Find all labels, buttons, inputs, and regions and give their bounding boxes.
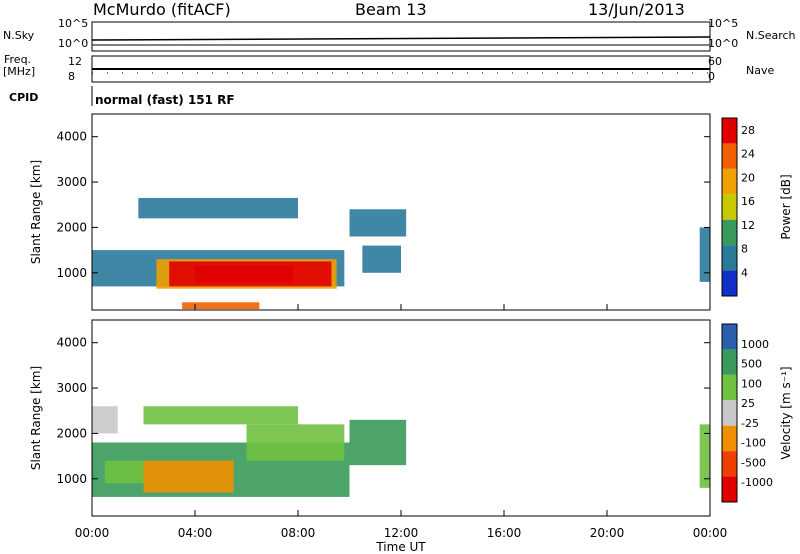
power-patch [138,197,298,219]
velocity-ytick-label: 1000 [56,472,87,486]
velocity-ytick-label: 3000 [56,381,87,395]
nave-tick-top: 60 [708,55,722,68]
velocity-colorbar-tick: 100 [741,377,762,390]
velocity-colorbar-cell [722,349,737,375]
xtick-label: 04:00 [178,526,213,540]
freq-label: Freq. [4,53,32,66]
nsearch-tick-top: 10^5 [708,17,739,30]
power-colorbar-cell [722,143,737,169]
power-ytick-label: 1000 [56,266,87,280]
cpid-text: normal (fast) 151 RF [95,93,235,107]
nsky-panel [91,21,711,52]
velocity-colorbar-label: Velocity [m s⁻¹] [779,366,793,459]
velocity-ytick-label: 4000 [56,336,87,350]
nsky-tick-top: 10^5 [58,17,89,30]
cpid-label: CPID [9,91,39,104]
velocity-colorbar-cell [722,425,737,452]
velocity-colorbar-frame [721,323,738,503]
power-colorbar-cell [722,245,737,271]
xtick-label: 08:00 [281,526,316,540]
xtick-label: 16:00 [487,526,522,540]
power-colorbar-cell [722,270,737,296]
power-colorbar-label: Power [dB] [779,174,793,239]
velocity-colorbar-cell [722,476,737,502]
power-colorbar-cell [722,168,737,195]
power-colorbar-tick: 16 [741,195,755,208]
velocity-colorbar-cell [722,374,737,401]
power-colorbar-tick: 4 [741,266,748,279]
freq-tick-bottom: 8 [68,70,75,83]
station-title: McMurdo (fitACF) [93,0,231,19]
velocity-patch [143,460,234,493]
power-patch [699,227,710,282]
power-colorbar-tick: 28 [741,124,755,137]
nave-tick-bottom: 0 [708,70,715,83]
velocity-colorbar-tick: 25 [741,397,755,410]
nsearch-tick-bottom: 10^0 [708,37,739,50]
power-ylabel: Slant Range [km] [29,160,43,264]
velocity-patch [349,419,407,466]
power-colorbar-tick: 20 [741,171,755,184]
velocity-colorbar-tick: -500 [741,456,766,469]
velocity-colorbar-tick: 1000 [741,338,769,351]
power-colorbar-tick: 12 [741,219,755,232]
xtick-label: 00:00 [693,526,728,540]
xtick-label: 00:00 [75,526,110,540]
power-patch [182,302,260,310]
nsearch-label: N.Search [746,29,796,42]
nsky-trace [91,36,711,41]
velocity-colorbar-tick: -100 [741,437,766,450]
nave-label: Nave [746,64,775,77]
velocity-colorbar-cell [722,324,737,350]
power-patch [195,265,293,282]
xtick-label: 12:00 [384,526,419,540]
power-colorbar-cell [722,219,737,246]
power-patch [362,245,401,273]
velocity-colorbar-cell [722,451,737,477]
velocity-ylabel: Slant Range [km] [29,366,43,470]
nsky-tick-bottom: 10^0 [58,37,89,50]
power-ytick-label: 4000 [56,130,87,144]
velocity-ytick-label: 2000 [56,426,87,440]
xaxis-label: Time UT [375,540,426,554]
velocity-colorbar-tick: 500 [741,358,762,371]
freq-tick-top: 12 [68,55,82,68]
velocity-patch [699,424,710,488]
beam-label: Beam 13 [355,0,427,19]
date-label: 13/Jun/2013 [588,0,685,19]
velocity-patch [246,424,345,461]
power-ytick-label: 2000 [56,220,87,234]
power-colorbar-cell [722,118,737,144]
power-colorbar-tick: 24 [741,148,755,161]
power-patch [349,209,407,237]
xtick-label: 20:00 [590,526,625,540]
velocity-colorbar-tick: -25 [741,417,759,430]
velocity-colorbar-cell [722,400,737,426]
power-colorbar-tick: 8 [741,243,748,256]
power-ytick-label: 3000 [56,175,87,189]
nsky-label: N.Sky [3,29,35,42]
freq-unit-label: [MHz] [3,65,36,78]
velocity-patch [92,406,118,434]
velocity-patch [143,406,298,425]
velocity-patch [104,460,144,484]
velocity-colorbar-tick: -1000 [741,476,773,489]
power-colorbar-cell [722,194,737,220]
power-colorbar-frame [721,117,738,297]
